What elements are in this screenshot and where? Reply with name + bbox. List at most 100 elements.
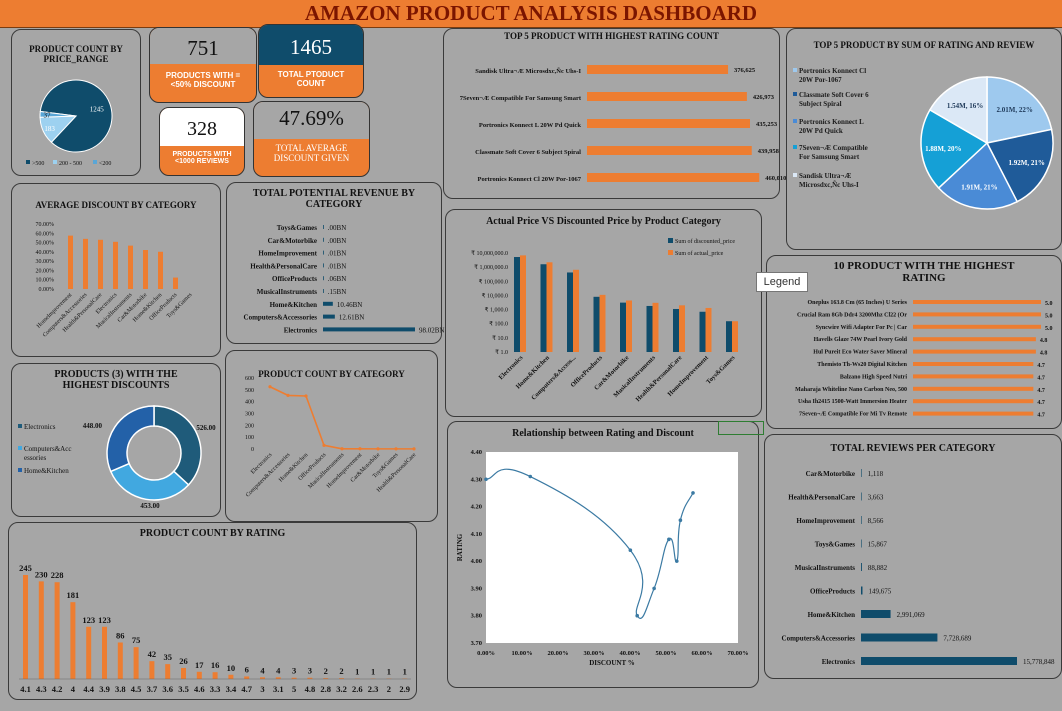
- category-label: Oneplus 163.8 Cm (65 Inches) U Series: [807, 299, 907, 306]
- legend-swatch: [668, 250, 673, 255]
- value-label: 4.7: [1037, 363, 1045, 369]
- category-label: 3.7: [147, 684, 158, 694]
- value-label: 86: [116, 630, 125, 640]
- category-label: HomeImprovement: [796, 517, 855, 525]
- value-label: 35: [163, 652, 172, 662]
- value-label: 448.00: [83, 422, 103, 430]
- kpi-label: TOTAL PTODUCT COUNT: [277, 70, 345, 88]
- bar: [323, 327, 415, 332]
- value-label: 6: [245, 664, 249, 674]
- bar-actual: [679, 305, 685, 352]
- top-discount-donut: 526.00 453.00 448.00 Electronics Computers&A…: [18, 405, 216, 510]
- chart-title: PRODUCTS (3) WITH THE HIGHEST DISCOUNTS: [54, 369, 178, 391]
- bar: [913, 386, 1034, 391]
- y-tick-label: 300: [245, 412, 254, 418]
- category-label: Hul Pureit Eco Water Saver Mineral: [813, 350, 907, 356]
- bar: [307, 677, 313, 679]
- bar: [228, 674, 234, 679]
- pie-value-label: 37: [44, 112, 52, 120]
- bar: [54, 582, 60, 679]
- value-label: .00BN: [328, 224, 346, 232]
- value-label: 230: [35, 569, 48, 579]
- value-label: 149,675: [868, 588, 891, 596]
- value-label: 1: [403, 667, 407, 677]
- value-label: 181: [67, 590, 80, 600]
- y-tick-label: 4.00: [471, 558, 482, 565]
- pie-value-label: 1.88M, 20%: [925, 145, 961, 153]
- legend-label: Portronics Konnect L: [799, 118, 864, 126]
- category-label: Car&Motorbike: [268, 237, 317, 245]
- plot-area: [486, 452, 738, 643]
- selection-handle[interactable]: [718, 421, 764, 435]
- bar-discounted: [699, 311, 706, 352]
- y-tick-label: 0.00%: [39, 287, 55, 293]
- y-tick-label: 10.00%: [36, 278, 55, 284]
- value-label: .01BN: [328, 262, 346, 270]
- title-bar: AMAZON PRODUCT ANALYSIS DASHBOARD: [0, 0, 1062, 28]
- value-label: 4: [260, 665, 265, 675]
- bar: [323, 237, 324, 242]
- bar: [83, 238, 88, 289]
- data-point: [635, 613, 639, 618]
- value-label: 2: [324, 666, 328, 676]
- bar: [913, 300, 1041, 304]
- data-point: [322, 443, 326, 447]
- category-label: Electronics: [498, 354, 525, 381]
- y-tick-label: 4.40: [471, 449, 482, 456]
- data-point: [652, 586, 656, 591]
- category-label: Car&Motorbike: [806, 470, 855, 478]
- bar: [212, 672, 218, 679]
- category-label: 3.4: [226, 684, 237, 694]
- bar: [913, 312, 1041, 317]
- legend-label: Portronics Konnect Cl: [799, 67, 866, 75]
- pie-value-label: 183: [44, 125, 55, 133]
- category-label: 5: [292, 684, 296, 694]
- chart-title: Actual Price VS Discounted Price by Prod…: [486, 216, 721, 227]
- pie-slice: [920, 108, 989, 190]
- chart-title: AVERAGE DISCOUNT BY CATEGORY: [35, 200, 197, 210]
- category-label: Maharaja Whiteline Nano Carbon Neo, 500: [795, 387, 907, 393]
- panel-reviews-per-category: TOTAL REVIEWS PER CATEGORY Car&Motorbike…: [764, 434, 1062, 679]
- value-label: 4: [276, 665, 281, 675]
- value-label: 5.0: [1045, 301, 1053, 307]
- bar: [70, 602, 76, 679]
- category-label: Health&PersonalCare: [635, 354, 684, 403]
- bar: [291, 677, 297, 679]
- bar: [323, 678, 329, 679]
- category-label: Electronics: [822, 658, 856, 666]
- category-label: 3: [260, 684, 264, 694]
- value-label: 88,882: [868, 564, 888, 572]
- category-label: Havells Glaze 74W Pearl Ivory Gold: [814, 337, 908, 343]
- category-label: Home&Kitchen: [270, 301, 318, 309]
- value-label: 1: [355, 667, 359, 677]
- legend-label: Microsdxc,Ñc Uhs-I: [799, 181, 859, 189]
- category-label: 2.3: [368, 684, 379, 694]
- bar: [165, 664, 171, 679]
- category-label: 4.3: [36, 684, 47, 694]
- legend-label: >500: [32, 161, 44, 167]
- top10-rating-chart: Oneplus 163.8 Cm (65 Inches) U Series 5.0…: [795, 299, 1053, 419]
- pie-value-label: 1.91M, 21%: [961, 183, 997, 191]
- price-range-pie: 1245 183 37 >500 200 - 500 <200: [26, 79, 113, 167]
- x-tick-label: 60.00%: [691, 650, 712, 657]
- value-label: 228: [51, 570, 64, 580]
- bar-actual: [546, 262, 553, 352]
- y-tick-label: 200: [245, 423, 254, 429]
- data-point: [304, 394, 308, 398]
- category-label: Toys&Games: [815, 541, 855, 549]
- y-tick-label: 500: [245, 388, 254, 394]
- reviews-per-category-chart: Car&Motorbike 1,118 Health&PersonalCare 3,6…: [782, 469, 1055, 666]
- legend-label: 7Seven¬Æ Compatible: [799, 144, 868, 152]
- x-tick-label: 50.00%: [655, 650, 676, 657]
- kpi-avg-discount: 47.69% TOTAL AVERAGE DISCOUNT GIVEN: [253, 101, 370, 177]
- top5-rating-count-chart: Sandisk Ultra¬Æ Microsdxc,Ñc Uhs-I 376,62…: [460, 65, 786, 183]
- x-tick-label: 10.00%: [511, 650, 532, 657]
- bar: [117, 642, 123, 679]
- bar: [861, 610, 891, 618]
- legend-swatch: [26, 160, 30, 164]
- bar-discounted: [593, 296, 600, 352]
- bar-discounted: [726, 321, 732, 352]
- y-tick-label: 20.00%: [36, 268, 55, 274]
- bar: [128, 245, 133, 289]
- category-label: 4: [71, 684, 76, 694]
